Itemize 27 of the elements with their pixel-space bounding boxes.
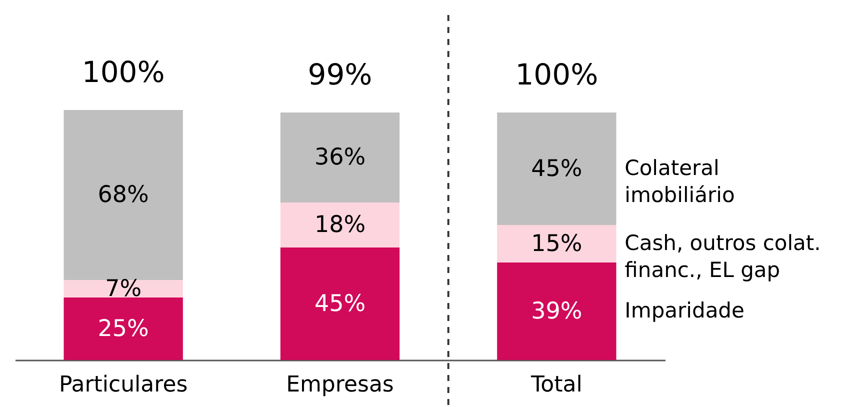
x-tick-label: Empresas	[286, 372, 394, 398]
bar	[64, 280, 183, 298]
bar	[64, 298, 183, 360]
data-label: 18%	[314, 212, 366, 238]
x-tick-label: Total	[530, 372, 582, 398]
total-label: 99%	[308, 58, 372, 92]
bar	[497, 262, 616, 360]
total-label: 100%	[82, 55, 165, 89]
bar	[280, 202, 400, 248]
bar	[280, 248, 400, 360]
data-label: 36%	[314, 144, 366, 170]
bar	[497, 112, 616, 225]
data-label: 39%	[531, 298, 582, 324]
bar	[280, 112, 400, 202]
bar	[497, 225, 616, 262]
x-tick-label: Particulares	[58, 372, 188, 398]
series-label: Colateral imobiliário	[624, 156, 735, 207]
data-label: 68%	[98, 182, 149, 208]
series-label: Imparidade	[624, 298, 744, 322]
total-label: 100%	[515, 58, 598, 92]
data-label: 45%	[531, 156, 582, 182]
data-label: 15%	[531, 230, 582, 257]
data-label: 7%	[105, 276, 142, 302]
bar	[64, 110, 183, 280]
data-label: 25%	[98, 316, 149, 342]
data-label: 45%	[314, 290, 366, 317]
series-label: Cash, outros colat. financ., EL gap	[624, 230, 821, 282]
